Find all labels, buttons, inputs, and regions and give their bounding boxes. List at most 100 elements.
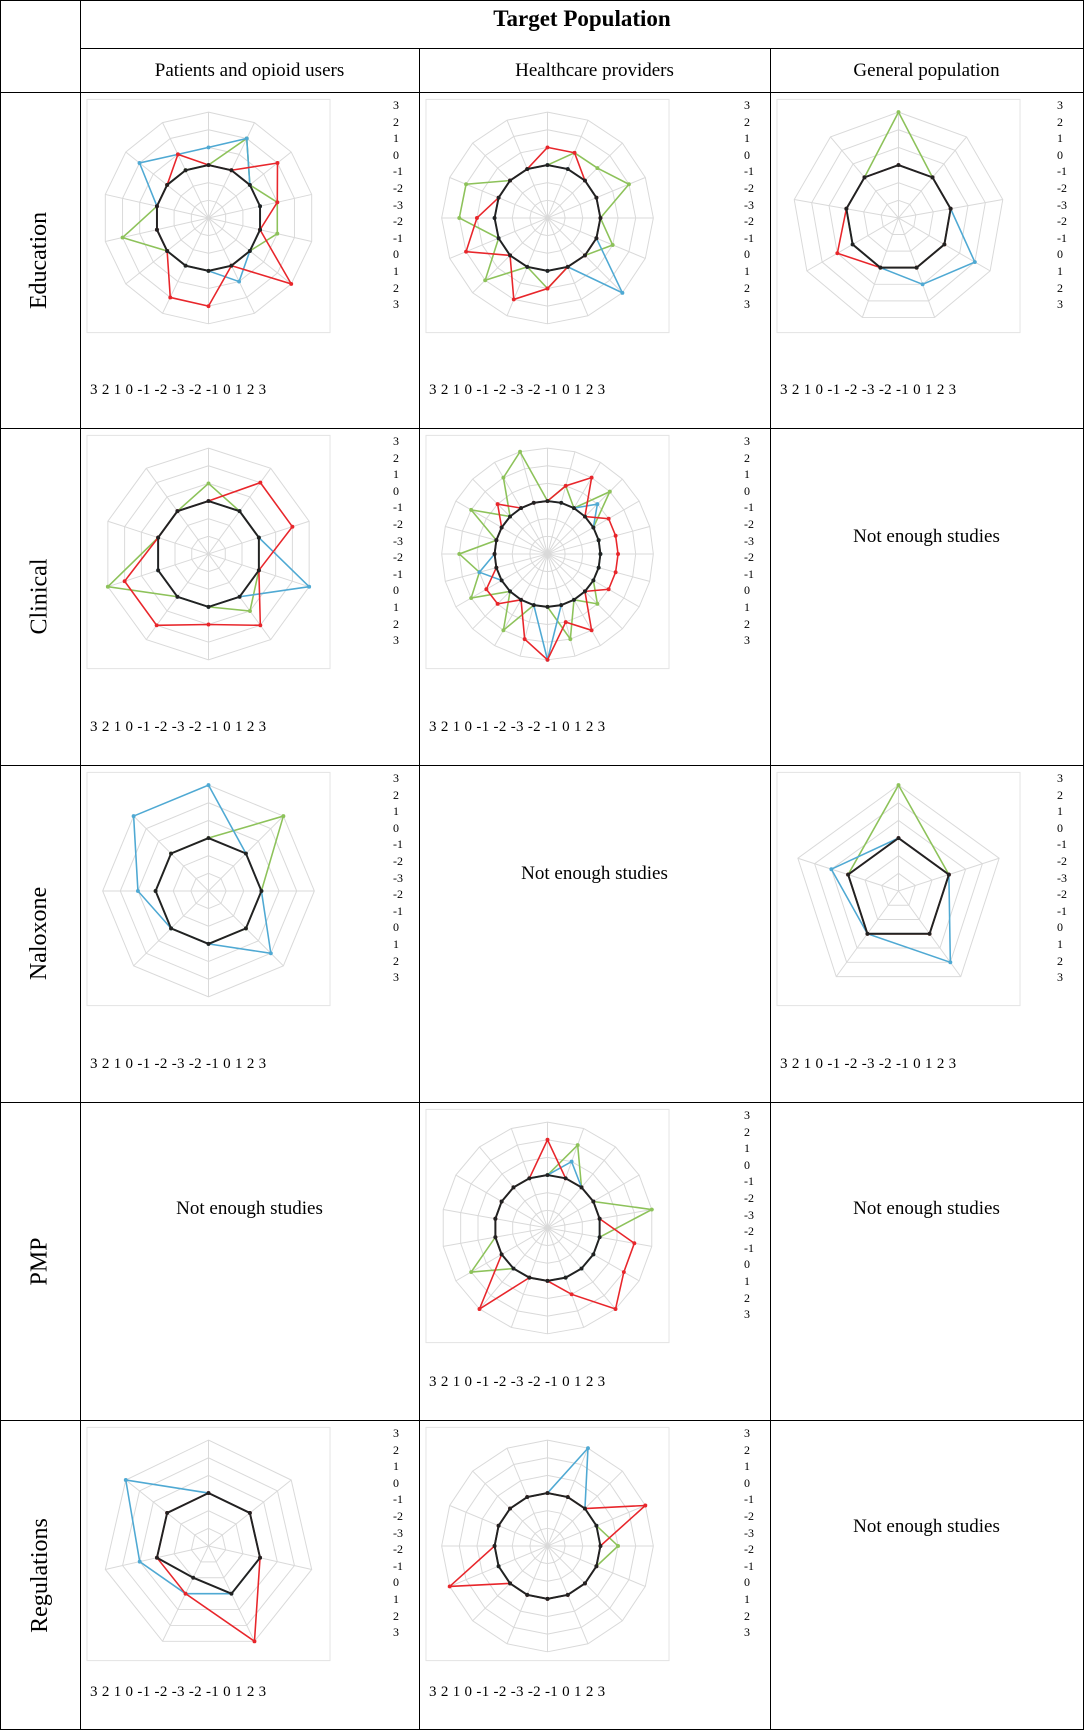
radar-point-black — [259, 889, 264, 893]
scale-tick-label: 0 — [1057, 147, 1063, 162]
radar-point-black — [594, 1523, 599, 1528]
radar-point-blue — [206, 145, 211, 150]
vertical-scale-labels: 3 2 1 0 -1 -2 -3 -2 -1 0 1 2 3 — [393, 770, 403, 986]
radar-point-black — [154, 204, 159, 209]
radar-point-green — [518, 449, 523, 454]
radar-point-black — [559, 500, 564, 505]
scale-tick-label: 3 — [1057, 970, 1063, 985]
scale-tick-label: 0 — [393, 247, 399, 262]
radar-grid-ring — [830, 819, 967, 949]
scale-tick-label: 1 — [1057, 804, 1063, 819]
radar-point-black — [942, 242, 947, 247]
radar-point-black — [247, 249, 252, 253]
scale-tick-label: 1 — [393, 263, 399, 278]
cell-clinical-healthcare-providers: 3 2 1 0 -1 -2 -3 -2 -1 0 1 2 3 3 2 1 0 -1 -2 -3 -2 -1… — [419, 428, 770, 765]
radar-point-black — [258, 227, 263, 232]
scale-tick-label: -3 — [393, 1525, 403, 1540]
scale-tick-label: 3 — [393, 434, 399, 448]
radar-point-black — [594, 1564, 599, 1569]
vertical-scale-labels: 3 2 1 0 -1 -2 -3 -2 -1 0 1 2 3 — [744, 1425, 754, 1641]
radar-point-black — [243, 926, 248, 931]
radar-point-red — [545, 145, 550, 150]
radar-point-black — [597, 1216, 602, 1221]
scale-tick-label: 1 — [393, 599, 399, 614]
cell-pmp-patients: Not enough studies — [80, 1102, 419, 1420]
radar-point-black — [237, 509, 242, 514]
scale-tick-label: 0 — [393, 483, 399, 498]
scale-tick-label: 2 — [393, 280, 399, 295]
radar-point-black — [527, 1176, 532, 1181]
cell-regulations-healthcare-providers: 3 2 1 0 -1 -2 -3 -2 -1 0 1 2 3 3 2 1 0 -1 -2 -3 -2 -1… — [419, 1420, 770, 1730]
scale-tick-label: 3 — [744, 98, 750, 112]
scale-tick-label: -2 — [393, 1542, 403, 1557]
horizontal-scale-labels: 3 2 1 0 -1 -2 -3 -2 -1 0 1 2 3 — [90, 1056, 267, 1072]
scale-tick-label: 2 — [744, 450, 750, 465]
scale-tick-label: 1 — [744, 1141, 750, 1156]
scale-tick-label: 0 — [744, 147, 750, 162]
scale-tick-label: 3 — [393, 633, 399, 648]
scale-tick-label: 0 — [744, 1157, 750, 1172]
radar-point-green — [607, 489, 612, 494]
radar-point-black — [948, 206, 953, 211]
radar-grid-ring — [863, 182, 934, 252]
radar-point-green — [575, 1143, 580, 1148]
radar-series-black — [845, 163, 952, 269]
radar-point-black — [492, 1544, 497, 1548]
scale-tick-label: -1 — [744, 500, 754, 515]
radar-point-black — [256, 535, 261, 540]
radar-point-blue — [920, 282, 925, 287]
radar-point-black — [508, 178, 513, 183]
scale-tick-label: 2 — [393, 450, 399, 465]
scale-tick-label: 2 — [744, 1290, 750, 1305]
radar-point-black — [519, 506, 523, 511]
radar-point-red — [613, 533, 618, 538]
row-label-regulations: Regulations — [26, 1517, 53, 1633]
radar-point-green — [483, 278, 488, 283]
horizontal-scale-labels: 3 2 1 0 -1 -2 -3 -2 -1 0 1 2 3 — [90, 382, 267, 398]
scale-tick-label: -1 — [744, 1174, 754, 1189]
radar-point-green — [896, 110, 901, 115]
scale-tick-label: -1 — [393, 1492, 403, 1507]
scale-tick-label: -1 — [1057, 903, 1067, 918]
radar-point-red — [572, 150, 577, 155]
radar-point-black — [169, 926, 174, 931]
scale-tick-label: 1 — [393, 467, 399, 482]
not-enough-studies-text: Not enough studies — [853, 526, 1000, 547]
scale-tick-label: 3 — [744, 633, 750, 648]
scale-tick-label: -2 — [1057, 214, 1067, 229]
scale-tick-label: 1 — [1057, 131, 1063, 146]
radar-point-black — [545, 1278, 550, 1283]
radar-point-black — [229, 1591, 234, 1596]
scale-tick-label: -1 — [393, 903, 403, 918]
scale-tick-label: -1 — [744, 1240, 754, 1255]
radar-point-black — [183, 263, 188, 268]
radar-point-blue — [829, 867, 834, 872]
radar-point-black — [206, 941, 211, 946]
not-enough-studies-text: Not enough studies — [176, 1198, 323, 1219]
radar-point-black — [165, 1510, 170, 1515]
radar-point-black — [206, 499, 211, 503]
radar-point-blue — [137, 161, 142, 165]
scale-tick-label: -1 — [393, 566, 403, 581]
not-enough-studies-text: Not enough studies — [521, 863, 668, 884]
scale-tick-label: 3 — [744, 1108, 750, 1122]
radar-point-red — [495, 601, 500, 606]
scale-tick-label: -1 — [393, 500, 403, 515]
radar-point-black — [591, 525, 596, 530]
horizontal-scale-labels: 3 2 1 0 -1 -2 -3 -2 -1 0 1 2 3 — [780, 382, 957, 398]
radar-point-black — [237, 594, 242, 599]
not-enough-studies-text: Not enough studies — [853, 1198, 1000, 1219]
radar-point-black — [156, 568, 161, 573]
radar-point-black — [206, 268, 211, 273]
radar-point-black — [531, 500, 536, 505]
scale-tick-label: -1 — [744, 164, 754, 179]
scale-tick-label: 3 — [393, 1625, 399, 1640]
column-header-patients: Patients and opioid users — [154, 60, 345, 81]
radar-point-blue — [123, 1478, 128, 1482]
scale-tick-label: 3 — [393, 1426, 399, 1440]
radar-chart — [86, 771, 331, 1007]
radar-point-black — [582, 178, 587, 183]
radar-point-green — [626, 182, 631, 187]
radar-point-green — [896, 783, 901, 788]
cell-naloxone-providers: Not enough studies — [419, 765, 770, 1102]
